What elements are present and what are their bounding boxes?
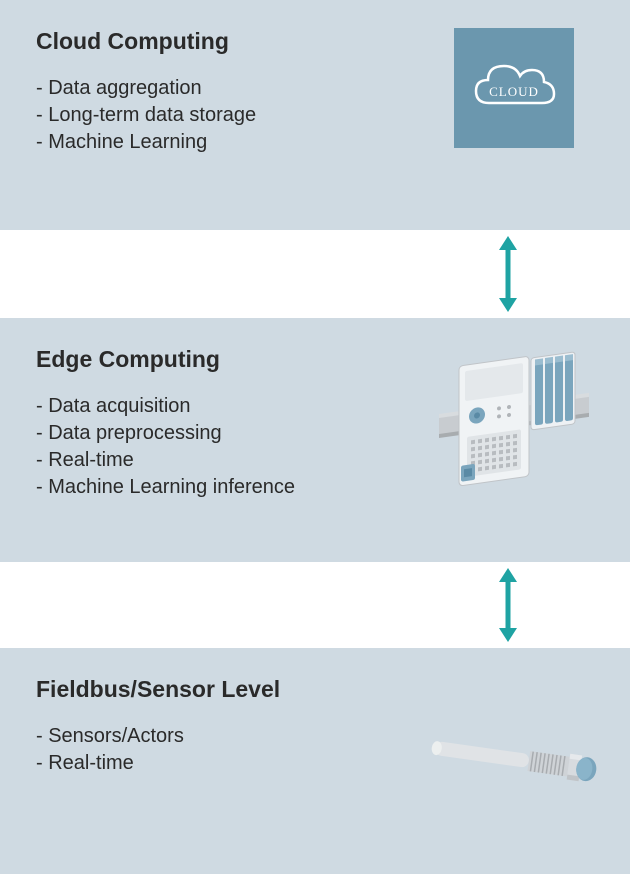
arrow-cloud-edge [0,230,630,318]
list-item: Data acquisition [36,395,434,418]
list-item: Real-time [36,752,434,775]
double-arrow-icon [496,236,520,312]
layer-cloud: Cloud Computing Data aggregation Long-te… [0,0,630,230]
fieldbus-list: Sensors/Actors Real-time [36,725,434,775]
cloud-icon: CLOUD [454,28,574,148]
cloud-icon-container: CLOUD [434,28,594,148]
double-arrow-icon [496,568,520,642]
sensor-icon [429,734,599,784]
edge-title: Edge Computing [36,346,434,373]
list-item: Machine Learning [36,131,434,154]
arrow-edge-field [0,562,630,648]
layer-edge: Edge Computing Data acquisition Data pre… [0,318,630,562]
layer-fieldbus-text: Fieldbus/Sensor Level Sensors/Actors Rea… [36,676,434,779]
edge-list: Data acquisition Data preprocessing Real… [36,395,434,499]
edge-device-icon [439,346,589,506]
list-item: Data aggregation [36,77,434,100]
sensor-icon-container [434,734,594,784]
fieldbus-title: Fieldbus/Sensor Level [36,676,434,703]
cloud-title: Cloud Computing [36,28,434,55]
list-item: Data preprocessing [36,422,434,445]
cloud-label: CLOUD [489,84,539,99]
list-item: Long-term data storage [36,104,434,127]
layer-fieldbus: Fieldbus/Sensor Level Sensors/Actors Rea… [0,648,630,874]
cloud-list: Data aggregation Long-term data storage … [36,77,434,154]
list-item: Machine Learning inference [36,476,434,499]
list-item: Sensors/Actors [36,725,434,748]
layer-edge-text: Edge Computing Data acquisition Data pre… [36,346,434,503]
list-item: Real-time [36,449,434,472]
edge-icon-container [434,346,594,506]
layer-cloud-text: Cloud Computing Data aggregation Long-te… [36,28,434,158]
